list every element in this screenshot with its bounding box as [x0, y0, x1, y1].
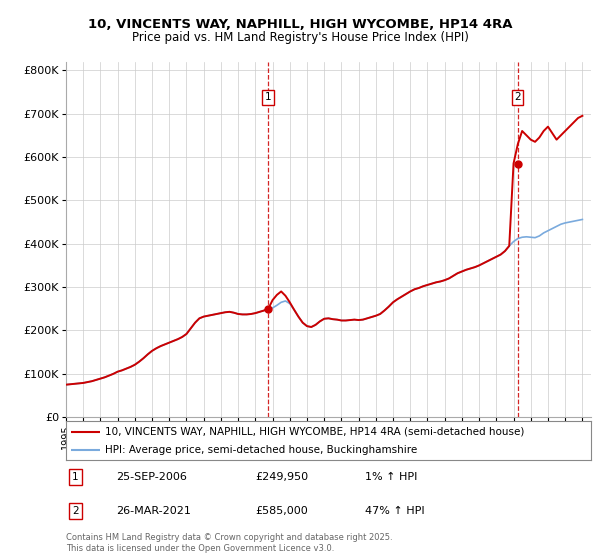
Text: Price paid vs. HM Land Registry's House Price Index (HPI): Price paid vs. HM Land Registry's House … [131, 31, 469, 44]
Text: £585,000: £585,000 [255, 506, 308, 516]
Text: 26-MAR-2021: 26-MAR-2021 [116, 506, 191, 516]
Text: Contains HM Land Registry data © Crown copyright and database right 2025.
This d: Contains HM Land Registry data © Crown c… [66, 533, 392, 553]
Text: 2: 2 [514, 92, 521, 102]
Text: 47% ↑ HPI: 47% ↑ HPI [365, 506, 425, 516]
Text: 10, VINCENTS WAY, NAPHILL, HIGH WYCOMBE, HP14 4RA (semi-detached house): 10, VINCENTS WAY, NAPHILL, HIGH WYCOMBE,… [106, 427, 525, 437]
Text: 2: 2 [72, 506, 79, 516]
Text: 1% ↑ HPI: 1% ↑ HPI [365, 472, 418, 482]
Text: 10, VINCENTS WAY, NAPHILL, HIGH WYCOMBE, HP14 4RA: 10, VINCENTS WAY, NAPHILL, HIGH WYCOMBE,… [88, 18, 512, 31]
Text: HPI: Average price, semi-detached house, Buckinghamshire: HPI: Average price, semi-detached house,… [106, 445, 418, 455]
Text: £249,950: £249,950 [255, 472, 308, 482]
Text: 1: 1 [265, 92, 271, 102]
Text: 1: 1 [72, 472, 79, 482]
Text: 25-SEP-2006: 25-SEP-2006 [116, 472, 187, 482]
